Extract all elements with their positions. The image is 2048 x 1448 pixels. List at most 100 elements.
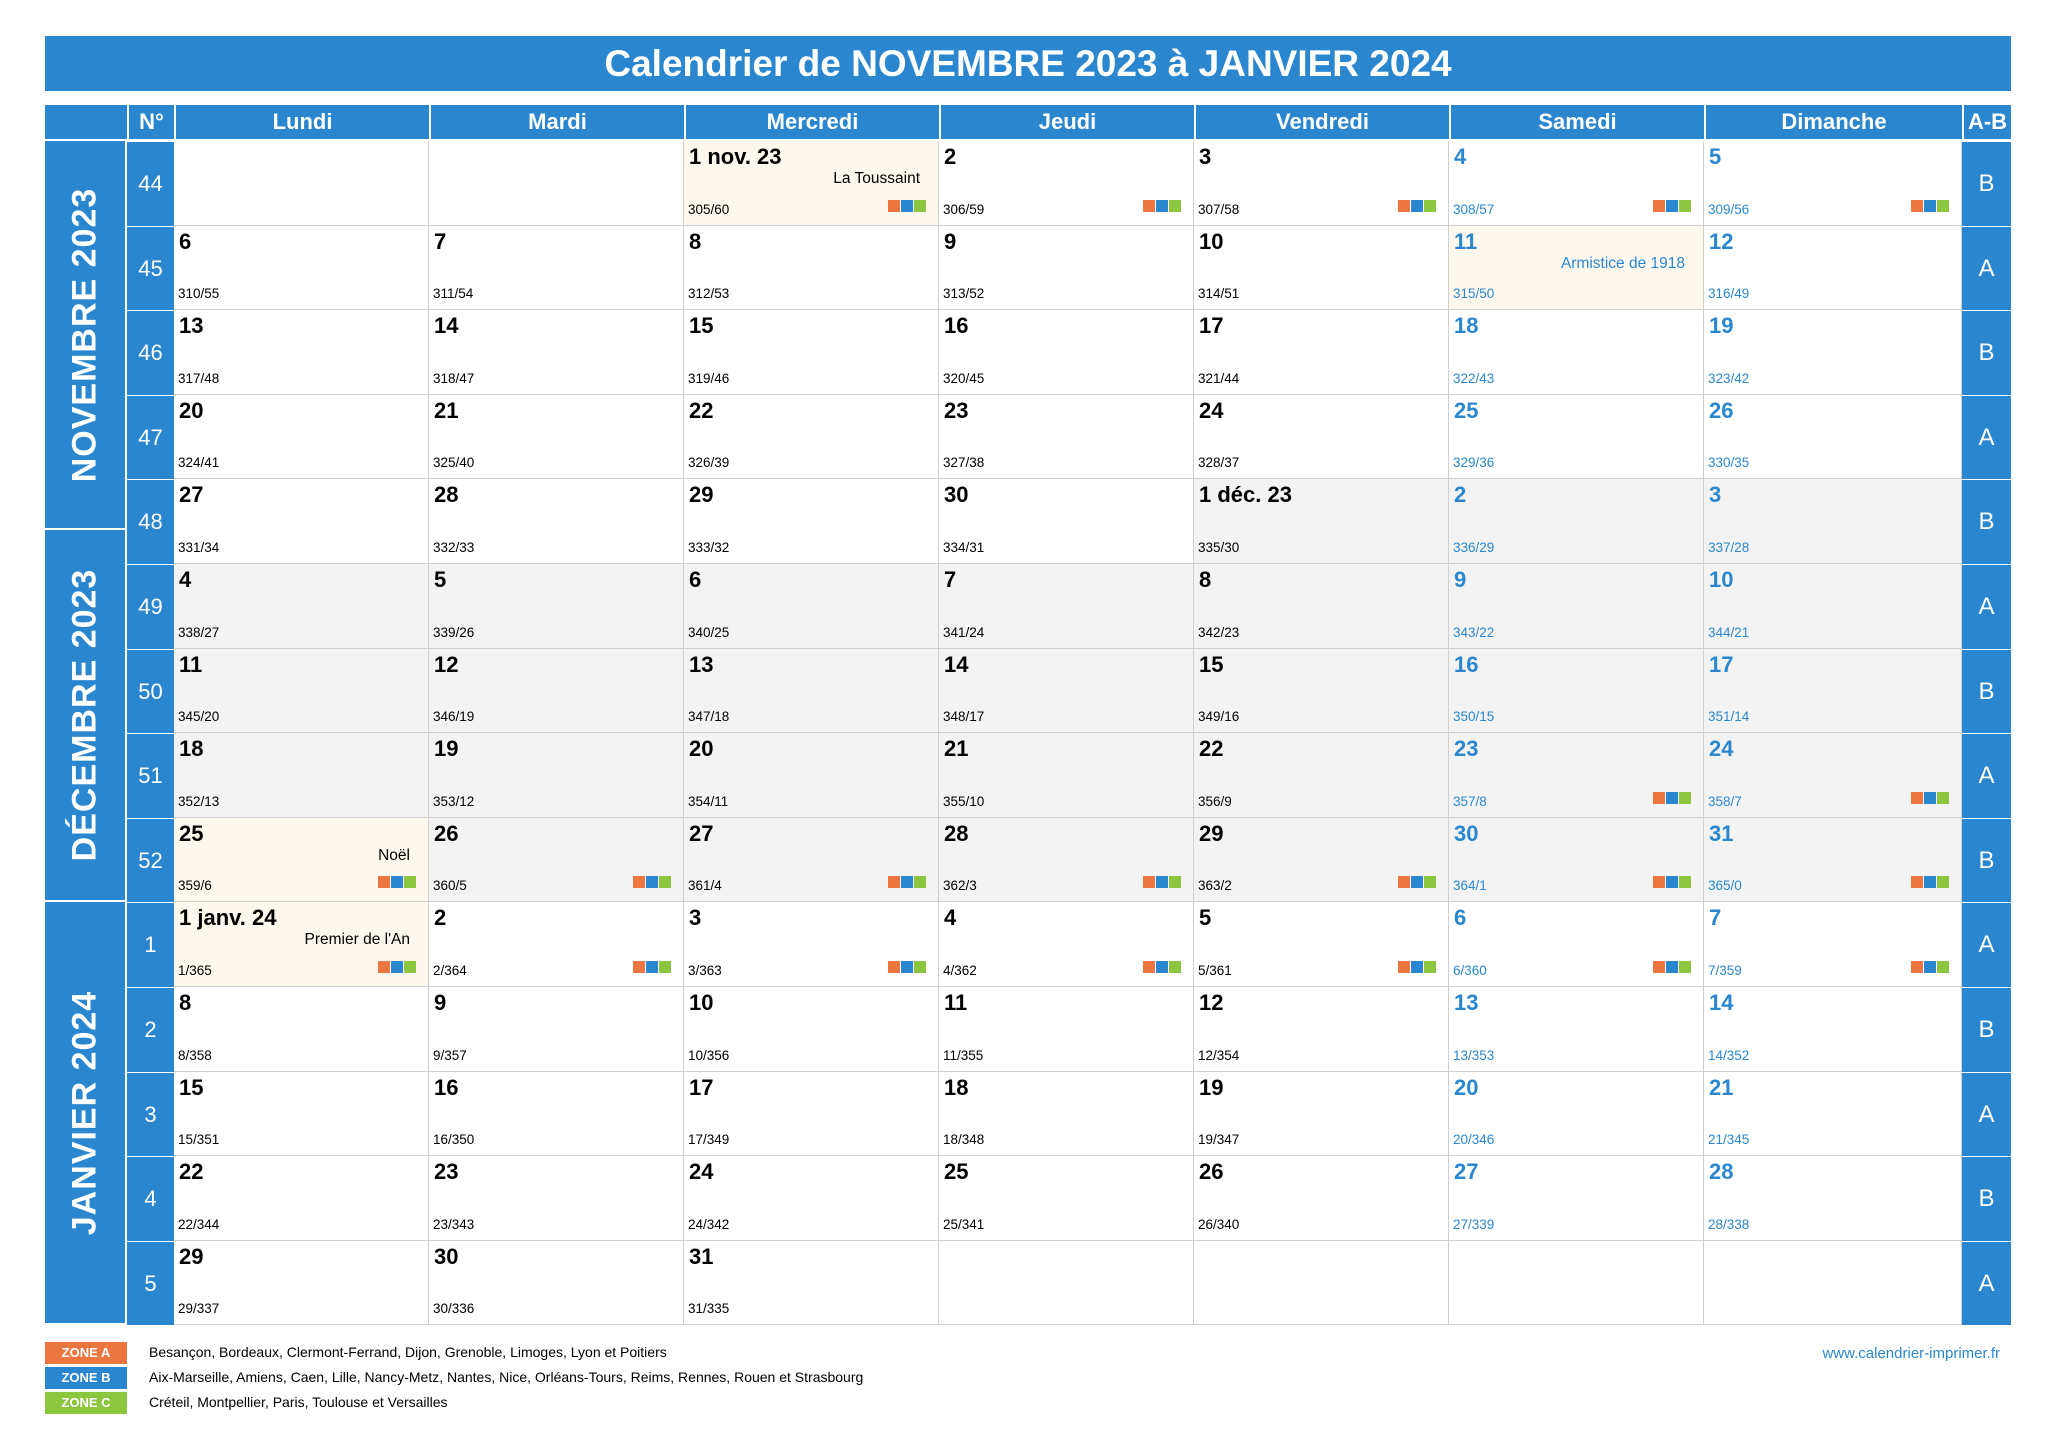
- day-cell[interactable]: 25 25/341: [939, 1156, 1194, 1241]
- day-cell[interactable]: 30 334/31: [939, 479, 1194, 564]
- day-cell[interactable]: 14 14/352: [1704, 987, 1962, 1072]
- day-cell[interactable]: 17 17/349: [684, 1071, 939, 1157]
- day-cell[interactable]: 2 306/59: [939, 141, 1194, 226]
- day-cell[interactable]: 1 déc. 23 335/30: [1194, 479, 1449, 564]
- day-cell[interactable]: 16 320/45: [939, 310, 1194, 395]
- day-cell[interactable]: 18 18/348: [939, 1071, 1194, 1157]
- day-cell[interactable]: 30 364/1: [1449, 817, 1704, 903]
- day-cell[interactable]: 8 312/53: [684, 225, 939, 311]
- day-cell[interactable]: 9 343/22: [1449, 564, 1704, 649]
- day-cell[interactable]: 27 27/339: [1449, 1156, 1704, 1241]
- day-cell[interactable]: 24 328/37: [1194, 394, 1449, 480]
- day-cell[interactable]: 12 12/354: [1194, 987, 1449, 1072]
- day-cell[interactable]: 1 janv. 24 1/365 Premier de l'An: [174, 902, 429, 987]
- day-cell[interactable]: 17 321/44: [1194, 310, 1449, 395]
- day-cell[interactable]: 22 356/9: [1194, 733, 1449, 818]
- day-cell[interactable]: 8 8/358: [174, 987, 429, 1072]
- day-cell[interactable]: 30 30/336: [429, 1240, 684, 1326]
- day-cell[interactable]: 12 316/49: [1704, 225, 1962, 311]
- day-cell[interactable]: 16 16/350: [429, 1071, 684, 1157]
- day-cell[interactable]: 21 21/345: [1704, 1071, 1962, 1157]
- day-cell[interactable]: 11 315/50 Armistice de 1918: [1449, 225, 1704, 311]
- day-cell[interactable]: 16 350/15: [1449, 648, 1704, 734]
- day-cell[interactable]: 19 323/42: [1704, 310, 1962, 395]
- day-cell[interactable]: 10 344/21: [1704, 564, 1962, 649]
- day-cell[interactable]: 23 327/38: [939, 394, 1194, 480]
- day-cell[interactable]: 3 337/28: [1704, 479, 1962, 564]
- day-cell[interactable]: 21 325/40: [429, 394, 684, 480]
- day-cell[interactable]: 20 354/11: [684, 733, 939, 818]
- day-cell[interactable]: 9 9/357: [429, 987, 684, 1072]
- day-cell[interactable]: 31 31/335: [684, 1240, 939, 1326]
- day-cell[interactable]: 21 355/10: [939, 733, 1194, 818]
- day-cell[interactable]: 27 361/4: [684, 817, 939, 903]
- website-link[interactable]: www.calendrier-imprimer.fr: [1822, 1345, 2000, 1362]
- day-cell[interactable]: 31 365/0: [1704, 817, 1962, 903]
- day-cell[interactable]: 22 22/344: [174, 1156, 429, 1241]
- day-cell[interactable]: 15 349/16: [1194, 648, 1449, 734]
- zone-c-marker: [404, 876, 416, 889]
- day-cell[interactable]: 13 347/18: [684, 648, 939, 734]
- day-cell[interactable]: 6 310/55: [174, 225, 429, 311]
- day-cell[interactable]: 29 363/2: [1194, 817, 1449, 903]
- day-cell[interactable]: 15 319/46: [684, 310, 939, 395]
- day-cell[interactable]: 7 7/359: [1704, 902, 1962, 987]
- day-cell[interactable]: 9 313/52: [939, 225, 1194, 311]
- day-cell[interactable]: 8 342/23: [1194, 564, 1449, 649]
- day-cell[interactable]: 17 351/14: [1704, 648, 1962, 734]
- day-cell[interactable]: 1 nov. 23 305/60 La Toussaint: [684, 141, 939, 226]
- day-cell[interactable]: 24 358/7: [1704, 733, 1962, 818]
- day-cell[interactable]: 20 324/41: [174, 394, 429, 480]
- day-number: 25: [1454, 397, 1479, 423]
- day-cell[interactable]: 11 345/20: [174, 648, 429, 734]
- day-cell[interactable]: 18 352/13: [174, 733, 429, 818]
- day-cell[interactable]: 13 13/353: [1449, 987, 1704, 1072]
- header-row: N° Lundi Mardi Mercredi Jeudi Vendredi S…: [45, 105, 2011, 139]
- day-cell[interactable]: 7 341/24: [939, 564, 1194, 649]
- day-cell[interactable]: 5 339/26: [429, 564, 684, 649]
- day-cell[interactable]: 20 20/346: [1449, 1071, 1704, 1157]
- day-cell[interactable]: 6 6/360: [1449, 902, 1704, 987]
- day-cell[interactable]: 4 308/57: [1449, 141, 1704, 226]
- day-cell[interactable]: 6 340/25: [684, 564, 939, 649]
- day-cell[interactable]: 4 4/362: [939, 902, 1194, 987]
- day-cell[interactable]: 28 28/338: [1704, 1156, 1962, 1241]
- day-cell[interactable]: 28 362/3: [939, 817, 1194, 903]
- day-number: 14: [1709, 990, 1734, 1015]
- day-cell[interactable]: 27 331/34: [174, 479, 429, 564]
- day-cell[interactable]: 26 330/35: [1704, 394, 1962, 480]
- day-cell[interactable]: 2 336/29: [1449, 479, 1704, 564]
- day-cell[interactable]: 11 11/355: [939, 987, 1194, 1072]
- day-cell[interactable]: 19 19/347: [1194, 1071, 1449, 1157]
- day-cell[interactable]: 4 338/27: [174, 564, 429, 649]
- day-cell[interactable]: 13 317/48: [174, 310, 429, 395]
- day-cell[interactable]: 26 360/5: [429, 817, 684, 903]
- day-cell[interactable]: 10 314/51: [1194, 225, 1449, 311]
- day-cell[interactable]: 25 359/6 Noël: [174, 817, 429, 903]
- day-cell[interactable]: 23 23/343: [429, 1156, 684, 1241]
- day-cell[interactable]: 25 329/36: [1449, 394, 1704, 480]
- day-cell[interactable]: 18 322/43: [1449, 310, 1704, 395]
- day-cell[interactable]: 29 29/337: [174, 1240, 429, 1326]
- day-cell[interactable]: 24 24/342: [684, 1156, 939, 1241]
- day-cell[interactable]: 3 307/58: [1194, 141, 1449, 226]
- day-cell[interactable]: 22 326/39: [684, 394, 939, 480]
- day-cell[interactable]: 7 311/54: [429, 225, 684, 311]
- day-cell[interactable]: 10 10/356: [684, 987, 939, 1072]
- day-cell[interactable]: 14 318/47: [429, 310, 684, 395]
- day-cell[interactable]: 19 353/12: [429, 733, 684, 818]
- day-cell[interactable]: 15 15/351: [174, 1071, 429, 1157]
- day-number: 29: [1199, 820, 1224, 846]
- day-cell[interactable]: 26 26/340: [1194, 1156, 1449, 1241]
- school-holiday-zones: [1652, 791, 1691, 804]
- day-cell[interactable]: 12 346/19: [429, 648, 684, 734]
- day-cell[interactable]: 2 2/364: [429, 902, 684, 987]
- day-cell[interactable]: 23 357/8: [1449, 733, 1704, 818]
- day-cell[interactable]: 3 3/363: [684, 902, 939, 987]
- day-cell[interactable]: 29 333/32: [684, 479, 939, 564]
- day-cell[interactable]: 14 348/17: [939, 648, 1194, 734]
- day-cell[interactable]: 28 332/33: [429, 479, 684, 564]
- day-cell[interactable]: 5 5/361: [1194, 902, 1449, 987]
- day-cell[interactable]: 5 309/56: [1704, 141, 1962, 226]
- day-of-year: 306/59: [943, 201, 985, 217]
